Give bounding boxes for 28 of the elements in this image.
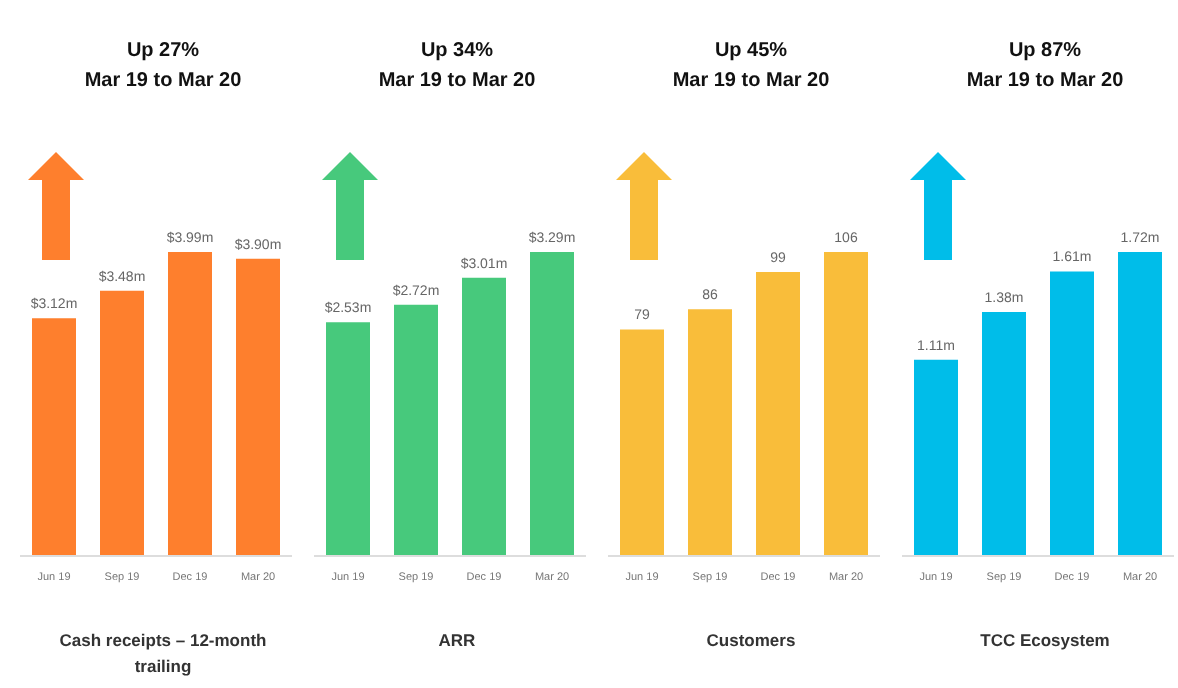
bar [326,322,370,556]
chart-subtitle: Mar 19 to Mar 20 [376,68,538,96]
x-axis-title: ARR [436,628,478,654]
bar [168,252,212,556]
chart-title: Up 27% [124,38,202,66]
chart-title: Up 87% [1006,38,1084,66]
x-axis-title: Customers [704,628,798,654]
chart-subtitle: Mar 19 to Mar 20 [964,68,1126,96]
x-axis-title: TCC Ecosystem [978,628,1112,654]
chart-subtitle: Mar 19 to Mar 20 [82,68,244,96]
bar [236,258,280,556]
chart-title: Up 45% [712,38,790,66]
bar [982,312,1026,556]
chart-subtitle: Mar 19 to Mar 20 [670,68,832,96]
bar [620,329,664,556]
bar [1118,252,1162,556]
bar [530,252,574,556]
bar [462,277,506,556]
bar [100,290,144,556]
bar [394,304,438,556]
chart-title: Up 34% [418,38,496,66]
bar [824,252,868,556]
bar [1050,271,1094,556]
x-axis-title: Cash receipts – 12-month trailing [57,628,269,680]
bar [756,272,800,556]
bar [688,309,732,556]
bar [32,318,76,556]
bar [914,359,958,556]
